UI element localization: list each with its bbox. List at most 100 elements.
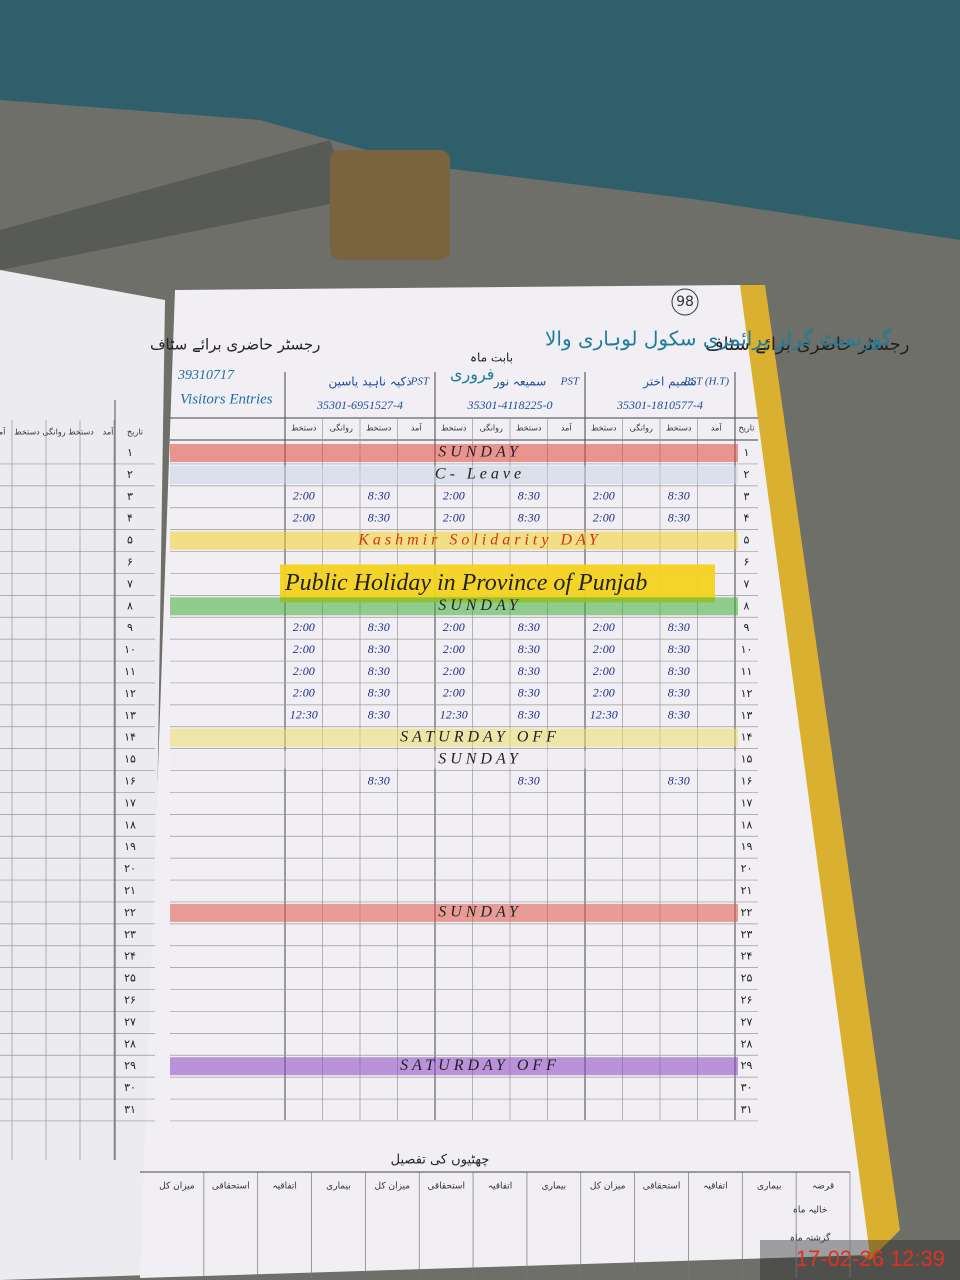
column-header: آمد bbox=[411, 423, 422, 433]
staff-cnic: 35301-6951527-4 bbox=[316, 398, 403, 412]
left-day-number: ۲۶ bbox=[124, 994, 136, 1007]
time-entry: 2:00 bbox=[293, 642, 315, 656]
note-band bbox=[170, 1057, 738, 1076]
left-day-number: ۴ bbox=[127, 512, 133, 525]
time-entry: 2:00 bbox=[293, 686, 315, 700]
page-number: 98 bbox=[676, 294, 694, 310]
time-entry: 2:00 bbox=[443, 489, 465, 503]
left-day-number: ۱۳ bbox=[124, 709, 136, 722]
left-day-number: ۲۳ bbox=[124, 928, 136, 941]
column-header: دستخط bbox=[666, 424, 692, 433]
day-number: ۷ bbox=[744, 577, 750, 590]
left-day-number: ۳۱ bbox=[124, 1103, 136, 1116]
time-entry: 8:30 bbox=[668, 664, 690, 678]
time-entry: 8:30 bbox=[518, 708, 540, 722]
time-entry: 8:30 bbox=[518, 620, 540, 634]
left-column-header: آمد bbox=[103, 427, 114, 437]
staff-name: ذکیہ ناہید یاسین bbox=[328, 375, 411, 390]
footer-header: استحقاقی bbox=[427, 1182, 465, 1192]
day-number: ۲ bbox=[744, 468, 750, 481]
time-entry: 2:00 bbox=[593, 642, 615, 656]
date-header: تاریخ bbox=[739, 424, 755, 433]
left-day-number: ۲ bbox=[127, 468, 133, 481]
day-number: ۲۹ bbox=[741, 1059, 753, 1072]
left-day-number: ۱۶ bbox=[124, 775, 136, 788]
day-number: ۱ bbox=[744, 446, 750, 459]
left-day-number: ۱۷ bbox=[124, 796, 136, 809]
timestamp: 17-02-26 12:39 bbox=[796, 1246, 945, 1271]
footer-header: اتفاقیہ bbox=[272, 1182, 297, 1192]
note-text: SUNDAY bbox=[438, 597, 522, 614]
note-text: C- Leave bbox=[435, 466, 525, 483]
staff-title: PST bbox=[560, 376, 580, 388]
time-entry: 8:30 bbox=[368, 620, 390, 634]
month-label: بابت ماہ bbox=[470, 351, 513, 365]
time-entry: 12:30 bbox=[440, 708, 468, 722]
time-entry: 2:00 bbox=[443, 642, 465, 656]
month: فروری bbox=[450, 365, 494, 385]
column-header: روانگی bbox=[630, 423, 653, 433]
day-number: ۱۳ bbox=[741, 709, 753, 722]
footer-header: استحقاقی bbox=[212, 1182, 250, 1192]
staff-cnic: 35301-4118225-0 bbox=[466, 398, 552, 412]
footer-title: چھٹیوں کی تفصیل bbox=[391, 1153, 490, 1168]
note-band bbox=[280, 564, 715, 603]
footer-header: میزان کل bbox=[159, 1182, 195, 1192]
left-day-number: ۲۴ bbox=[124, 950, 136, 963]
school-name: گورنمنٹ گرلز پرائمری سکول لوہاری والا bbox=[545, 327, 892, 352]
left-day-number: ۲۷ bbox=[124, 1015, 136, 1028]
day-number: ۵ bbox=[744, 534, 750, 547]
left-day-number: ۱۹ bbox=[124, 840, 136, 853]
left-day-number: ۶ bbox=[127, 556, 133, 569]
left-column-header: دستخط bbox=[14, 428, 40, 437]
note-band bbox=[170, 903, 738, 922]
school-code: 39310717 bbox=[177, 368, 235, 383]
time-entry: 8:30 bbox=[518, 489, 540, 503]
time-entry: 8:30 bbox=[518, 686, 540, 700]
time-entry: 8:30 bbox=[668, 708, 690, 722]
time-entry: 2:00 bbox=[293, 510, 315, 524]
time-entry: 8:30 bbox=[668, 642, 690, 656]
time-entry: 12:30 bbox=[290, 708, 318, 722]
staff-title: PST (H.T) bbox=[683, 376, 729, 388]
day-number: ۲۷ bbox=[741, 1015, 753, 1028]
day-number: ۸ bbox=[744, 599, 750, 612]
note-text: SUNDAY bbox=[438, 750, 522, 767]
left-day-number: ۱۴ bbox=[124, 731, 136, 744]
note-text: Public Holiday in Province of Punjab bbox=[284, 570, 647, 596]
time-entry: 8:30 bbox=[668, 620, 690, 634]
day-number: ۱۷ bbox=[741, 796, 753, 809]
footer-row-label: گزشتہ ماہ bbox=[790, 1232, 831, 1244]
day-number: ۱۶ bbox=[741, 775, 753, 788]
time-entry: 2:00 bbox=[293, 664, 315, 678]
time-entry: 2:00 bbox=[443, 664, 465, 678]
note-text: SUNDAY bbox=[438, 444, 522, 461]
left-day-number: ۲۱ bbox=[124, 884, 136, 897]
time-entry: 8:30 bbox=[668, 489, 690, 503]
time-entry: 8:30 bbox=[368, 489, 390, 503]
time-entry: 8:30 bbox=[668, 773, 690, 787]
note-band bbox=[170, 444, 738, 462]
day-number: ۲۳ bbox=[741, 928, 753, 941]
note-text: SATURDAY OFF bbox=[400, 728, 560, 745]
left-day-number: ۱۱ bbox=[124, 665, 136, 678]
day-number: ۱۹ bbox=[741, 840, 753, 853]
note-band bbox=[170, 750, 738, 769]
time-entry: 2:00 bbox=[443, 620, 465, 634]
left-day-number: ۲۵ bbox=[124, 972, 136, 985]
column-header: دستخط bbox=[291, 424, 317, 433]
left-column-header: روانگی bbox=[42, 427, 65, 437]
staff-name: سمیعہ نور bbox=[493, 375, 547, 390]
note-band bbox=[170, 531, 738, 550]
page-number-circle bbox=[671, 288, 699, 316]
day-number: ۹ bbox=[744, 621, 750, 634]
footer-header: میزان کل bbox=[590, 1182, 626, 1192]
time-entry: 2:00 bbox=[593, 489, 615, 503]
footer-header: بیماری bbox=[757, 1182, 782, 1192]
day-number: ۲۶ bbox=[741, 994, 753, 1007]
staff-name: شمیم اختر bbox=[642, 375, 696, 390]
day-number: ۲۲ bbox=[741, 906, 753, 919]
day-number: ۱۲ bbox=[741, 687, 753, 700]
left-day-number: ۳۰ bbox=[124, 1081, 136, 1094]
